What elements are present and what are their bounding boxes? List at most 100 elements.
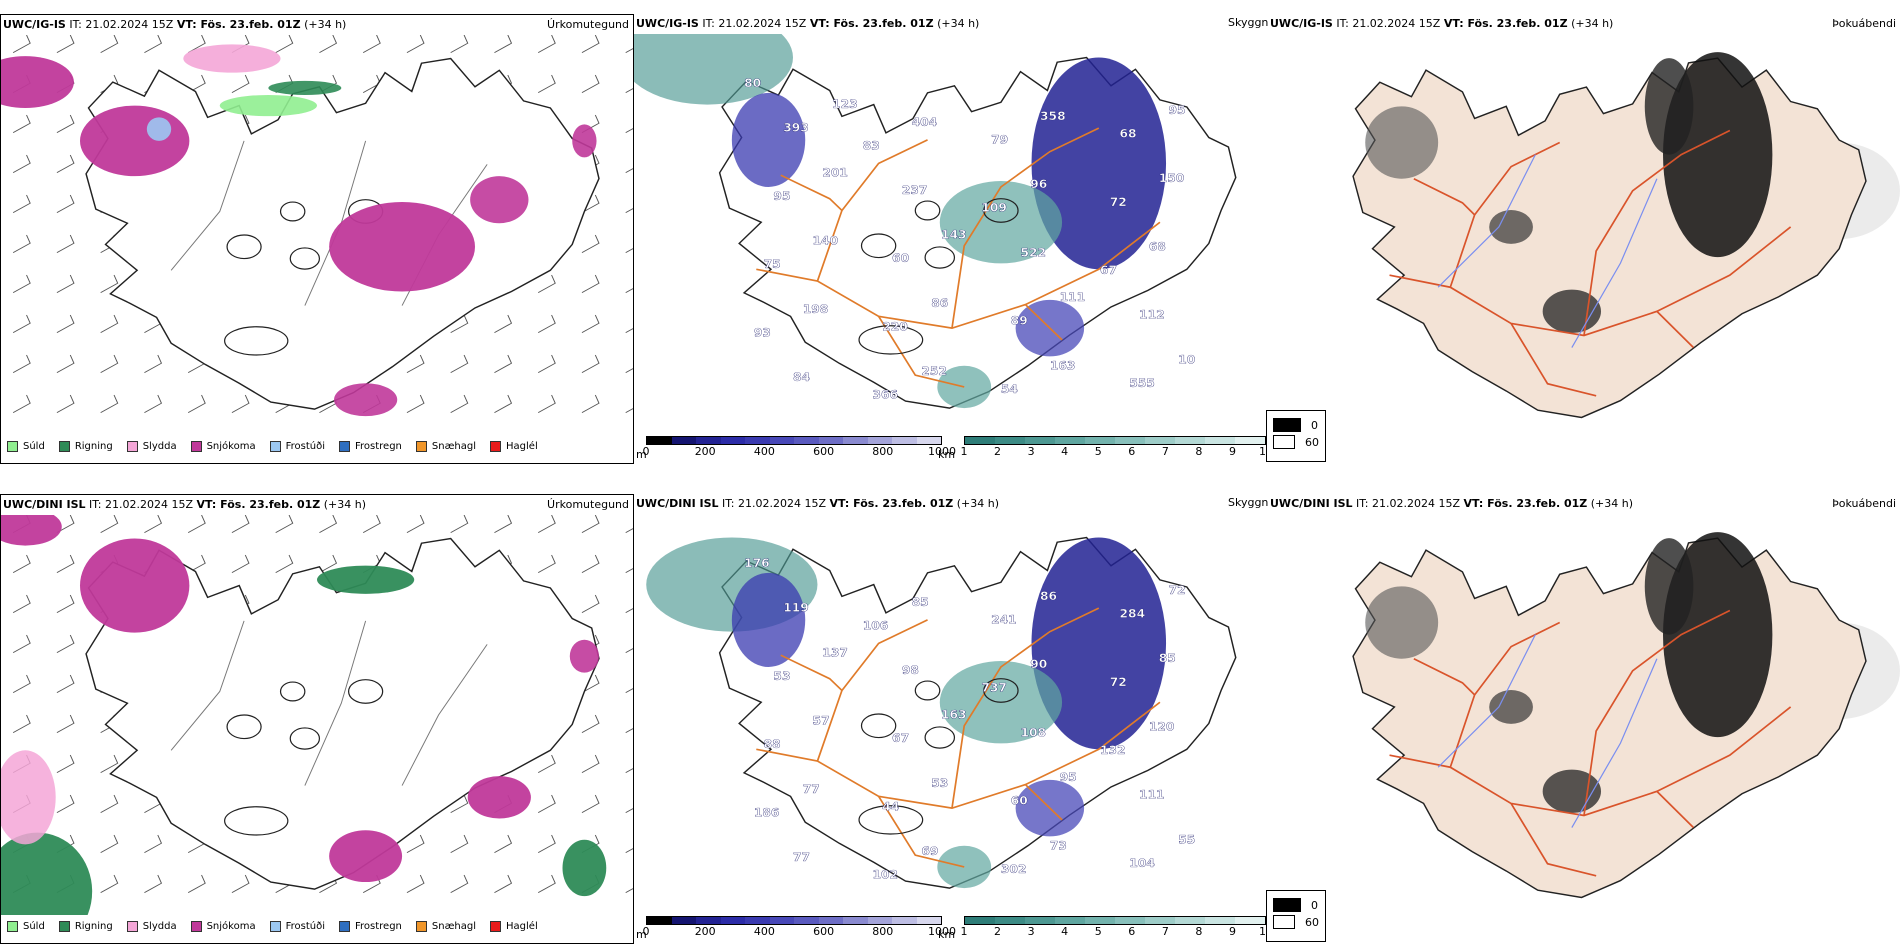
coastline bbox=[85, 537, 600, 890]
river-line bbox=[170, 620, 245, 751]
fog-key-swatch bbox=[1273, 418, 1301, 432]
wind-barb bbox=[625, 728, 633, 734]
wind-barb bbox=[56, 394, 75, 414]
wind-barb bbox=[537, 354, 556, 374]
wind-barb bbox=[56, 354, 75, 374]
visibility-unit: km bbox=[938, 928, 956, 941]
cloud-base-label: 102 bbox=[873, 868, 899, 882]
cloud-base-label: 95 bbox=[1168, 103, 1185, 117]
wind-barb bbox=[625, 848, 633, 854]
cloud-base-map[interactable]: 80 83 109 67 93 366 79 72 75 220 54 68 95 60 89 555 393 2… bbox=[634, 34, 1270, 434]
wind-barb bbox=[187, 35, 206, 54]
colorbar-cell bbox=[794, 917, 819, 924]
tick-label: 6 bbox=[1128, 925, 1136, 938]
panel-header: UWC/DINI ISL IT: 21.02.2024 15Z VT: Fös.… bbox=[3, 498, 629, 511]
colorbar-cell bbox=[818, 917, 843, 924]
tick-label: 600 bbox=[813, 445, 835, 458]
tick-label: 600 bbox=[813, 925, 835, 938]
visibility-colorbar: 1 2 3 4 5 6 7 8 9 10 bbox=[960, 436, 1270, 459]
tick-label: 8 bbox=[1195, 445, 1203, 458]
wind-barb bbox=[581, 194, 600, 214]
colorbar-strip bbox=[964, 436, 1266, 445]
wind-barb bbox=[12, 154, 31, 174]
legend-swatch bbox=[415, 921, 427, 932]
wind-barb bbox=[625, 88, 633, 94]
cloud-base-label: 404 bbox=[912, 115, 938, 129]
glacier-outline bbox=[983, 678, 1019, 703]
cloud-base-label: 79 bbox=[991, 133, 1008, 147]
snow-area bbox=[569, 639, 599, 673]
wind-barb bbox=[625, 648, 633, 654]
colorbar-cell bbox=[671, 437, 696, 444]
colorbar-cell bbox=[867, 437, 892, 444]
precip-map[interactable] bbox=[1, 515, 633, 915]
legend-swatch bbox=[490, 921, 502, 932]
cloud-base-label: 72 bbox=[1110, 195, 1127, 209]
colorbar-cell bbox=[647, 437, 672, 444]
colorbar-cell bbox=[1145, 437, 1175, 444]
tick-label: 200 bbox=[694, 925, 716, 938]
cloud-base-label: 123 bbox=[832, 97, 858, 111]
cloud-base-unit: m bbox=[636, 448, 647, 461]
wind-barb bbox=[319, 554, 338, 574]
river-line bbox=[1571, 658, 1658, 828]
colorbar-cell bbox=[867, 917, 892, 924]
river-line bbox=[1437, 634, 1536, 768]
wind-barb bbox=[494, 874, 513, 894]
wind-barb bbox=[625, 608, 633, 614]
cloud-base-label: 67 bbox=[1100, 263, 1117, 277]
wind-barb bbox=[187, 515, 206, 534]
wind-barb bbox=[12, 114, 31, 134]
fog-key-swatch bbox=[1273, 915, 1295, 929]
colorbar-cell bbox=[965, 917, 995, 924]
tick-label: 9 bbox=[1228, 445, 1236, 458]
wind-barb bbox=[56, 794, 75, 814]
fog-map[interactable] bbox=[1268, 514, 1900, 924]
tick-label: 3 bbox=[1027, 925, 1035, 938]
wind-barb bbox=[581, 674, 600, 694]
colorbar-cell bbox=[1085, 917, 1115, 924]
fog-map[interactable] bbox=[1268, 34, 1900, 444]
wind-barb bbox=[625, 768, 633, 774]
tick-label: 1 bbox=[960, 445, 968, 458]
wind-barb bbox=[12, 594, 31, 614]
wind-barb bbox=[275, 554, 294, 574]
legend-item: Frostregn bbox=[339, 441, 402, 452]
legend-label: Frostúði bbox=[285, 441, 325, 452]
glacier-outline bbox=[914, 680, 941, 701]
colorbar-cell bbox=[995, 437, 1025, 444]
glacier-outline bbox=[279, 201, 306, 222]
road-line bbox=[1413, 177, 1476, 216]
low-cloud-area bbox=[731, 572, 806, 667]
map-svg: 176 106 737 132 186 102 241 72 88 44 302 284 53 67 60 1… bbox=[646, 536, 1237, 889]
cloud-base-map[interactable]: 176 106 737 132 186 102 241 72 88 44 302 284 53 67 60 1… bbox=[634, 514, 1270, 914]
visibility-unit: km bbox=[938, 448, 956, 461]
legend-label: Snæhagl bbox=[431, 921, 477, 932]
wind-barb bbox=[581, 354, 600, 374]
precip-map[interactable] bbox=[1, 35, 633, 435]
tick-label: 6 bbox=[1128, 445, 1136, 458]
cloud-base-label: 57 bbox=[813, 714, 830, 728]
fog-key: 0 60 bbox=[1266, 410, 1326, 462]
wind-barb bbox=[231, 74, 250, 94]
cloud-base-label: 68 bbox=[1149, 240, 1166, 254]
wind-barb bbox=[56, 35, 75, 54]
glacier-outline bbox=[860, 713, 897, 739]
glacier-outline bbox=[983, 198, 1019, 223]
cloud-base-label: 72 bbox=[1110, 675, 1127, 689]
legend-swatch bbox=[7, 921, 18, 932]
cloud-base-label: 358 bbox=[1040, 109, 1066, 123]
legend-item: Súld bbox=[7, 441, 45, 452]
glacier-outline bbox=[289, 247, 321, 270]
cloud-base-label: 163 bbox=[1050, 359, 1076, 373]
river-line bbox=[401, 644, 488, 786]
tick-label: 5 bbox=[1094, 445, 1102, 458]
wind-barb bbox=[12, 554, 31, 574]
wind-barb bbox=[581, 714, 600, 734]
tick-label: 1000 bbox=[928, 925, 956, 938]
cloud-base-label: 85 bbox=[912, 595, 929, 609]
cloud-base-label: 84 bbox=[793, 370, 810, 384]
tick-label: 3 bbox=[1027, 445, 1035, 458]
wind-barb bbox=[56, 274, 75, 294]
cloud-base-label: 73 bbox=[1050, 839, 1067, 853]
